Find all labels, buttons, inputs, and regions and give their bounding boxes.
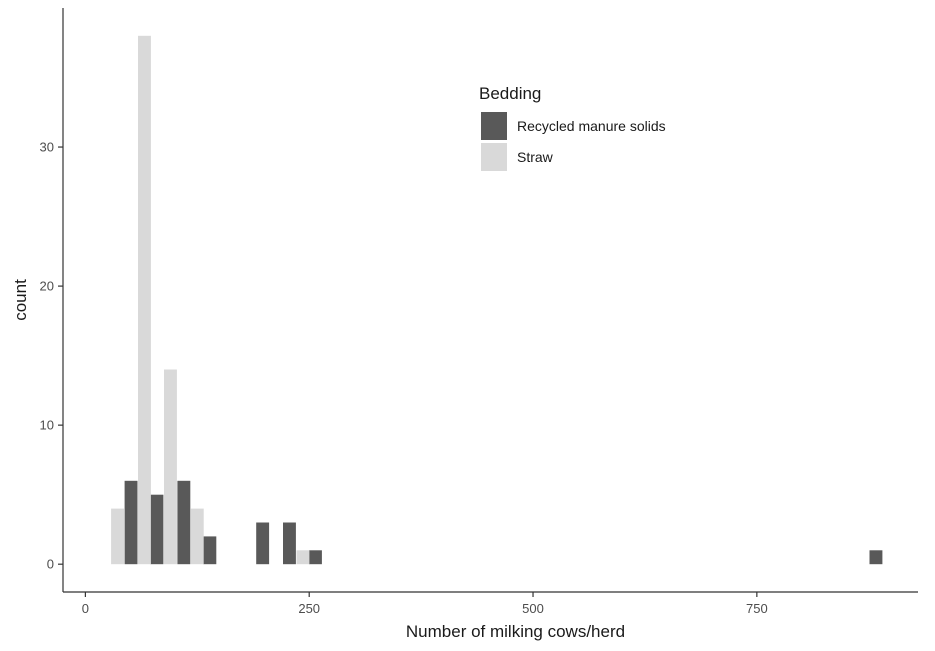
bar-straw-4: [296, 550, 310, 565]
bar-recycled-manure-solids-7: [869, 550, 883, 565]
legend-label-1: Straw: [517, 149, 554, 165]
y-tick-label-0: 0: [47, 557, 54, 572]
bar-recycled-manure-solids-0: [124, 480, 138, 565]
x-tick-label-1: 250: [298, 601, 320, 616]
bar-straw-2: [164, 369, 177, 565]
y-tick-label-1: 10: [40, 418, 54, 433]
y-tick-label-3: 30: [40, 140, 54, 155]
legend-title: Bedding: [479, 84, 541, 103]
legend-swatch-0: [481, 112, 507, 140]
bar-straw-1: [138, 35, 151, 565]
x-axis-title: Number of milking cows/herd: [406, 622, 625, 641]
x-tick-label-3: 750: [746, 601, 768, 616]
legend: Bedding Recycled manure solids Straw: [479, 84, 666, 171]
bar-straw-3: [190, 508, 204, 565]
y-axis-ticks: 0 10 20 30: [40, 140, 63, 572]
bar-recycled-manure-solids-6: [309, 550, 322, 565]
bar-recycled-manure-solids-2: [177, 480, 191, 565]
bar-recycled-manure-solids-5: [283, 522, 296, 565]
x-tick-label-2: 500: [522, 601, 544, 616]
y-axis-title: count: [11, 279, 30, 321]
bar-recycled-manure-solids-4: [256, 522, 270, 565]
bar-straw-0: [111, 508, 124, 565]
legend-items: Recycled manure solids Straw: [481, 112, 666, 171]
x-axis-ticks: 0 250 500 750: [82, 592, 768, 616]
x-tick-label-0: 0: [82, 601, 89, 616]
legend-swatch-1: [481, 143, 507, 171]
bar-recycled-manure-solids-1: [150, 494, 164, 565]
bar-recycled-manure-solids-3: [203, 536, 217, 565]
y-tick-label-2: 20: [40, 279, 54, 294]
legend-label-0: Recycled manure solids: [517, 118, 666, 134]
bars-layer: [111, 35, 883, 565]
